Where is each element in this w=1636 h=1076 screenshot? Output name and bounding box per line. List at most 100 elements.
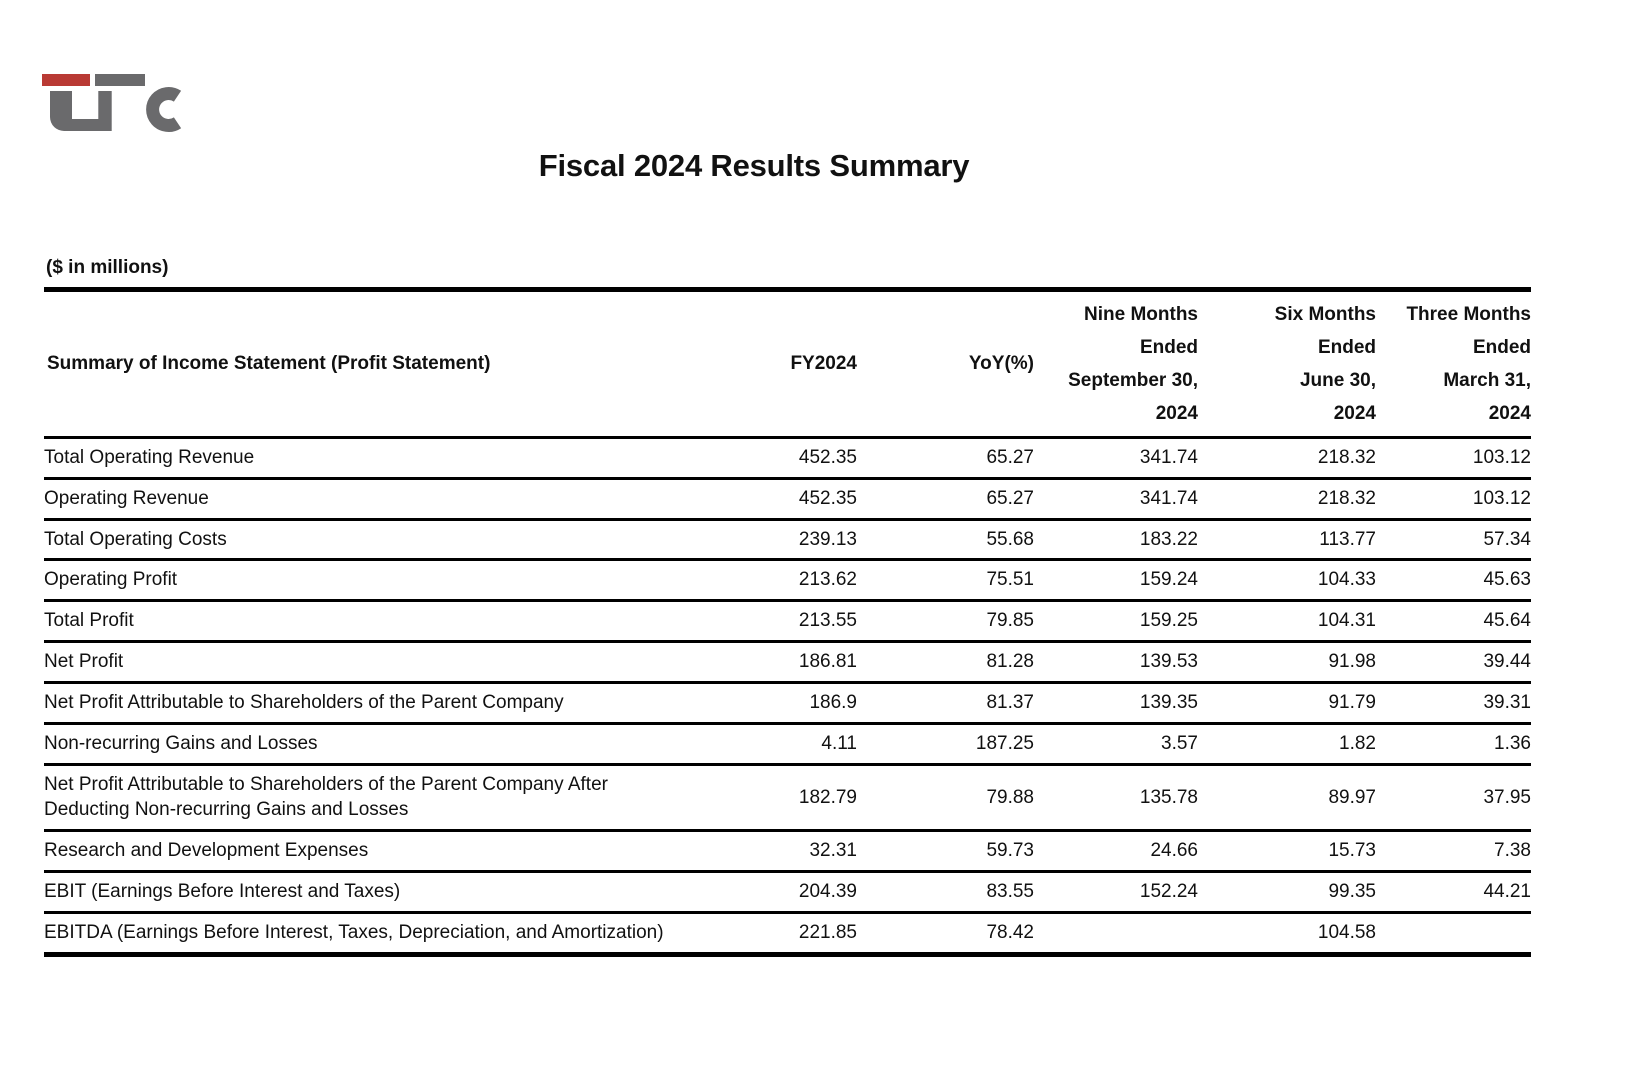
- row-label: EBIT (Earnings Before Interest and Taxes…: [44, 871, 664, 914]
- results-table-container: Summary of Income Statement (Profit Stat…: [44, 287, 1533, 957]
- table-row: Net Profit Attributable to Shareholders …: [44, 764, 1531, 833]
- table-row: Operating Revenue 452.35 65.27 341.74 218.32…: [44, 478, 1531, 521]
- row-value: 79.88: [857, 764, 1034, 833]
- row-value: 55.68: [857, 519, 1034, 562]
- table-row: Net Profit 186.81 81.28 139.53 91.98 39.44: [44, 641, 1531, 684]
- row-value: 15.73: [1198, 830, 1376, 874]
- row-value: 81.28: [857, 641, 1034, 684]
- row-value: 65.27: [857, 478, 1034, 521]
- lfc-logo-svg: [42, 74, 182, 132]
- row-value: 104.31: [1198, 600, 1376, 644]
- row-value: 452.35: [664, 437, 857, 480]
- row-value: 39.31: [1376, 682, 1531, 725]
- row-value: 37.95: [1376, 764, 1531, 833]
- row-value: 83.55: [857, 871, 1034, 914]
- row-label: Net Profit: [44, 641, 664, 684]
- row-value: 39.44: [1376, 641, 1531, 684]
- row-value: [1034, 912, 1198, 956]
- row-value: 113.77: [1198, 519, 1376, 562]
- row-value: 59.73: [857, 830, 1034, 874]
- row-label: Net Profit Attributable to Shareholders …: [44, 682, 664, 725]
- header-row: Summary of Income Statement (Profit Stat…: [44, 289, 1531, 439]
- row-value: 78.42: [857, 912, 1034, 956]
- table-row: Total Operating Revenue 452.35 65.27 341.74…: [44, 437, 1531, 480]
- row-value: 159.25: [1034, 600, 1198, 644]
- column-header-three-months: Three Months Ended March 31, 2024: [1376, 289, 1531, 439]
- row-value: 452.35: [664, 478, 857, 521]
- row-label: Total Operating Revenue: [44, 437, 664, 480]
- row-value: 1.36: [1376, 723, 1531, 766]
- row-value: 183.22: [1034, 519, 1198, 562]
- lfc-logo-icon: [42, 72, 192, 134]
- row-value: 187.25: [857, 723, 1034, 766]
- row-value: 186.81: [664, 641, 857, 684]
- row-value: 89.97: [1198, 764, 1376, 833]
- row-value: 3.57: [1034, 723, 1198, 766]
- row-value: 57.34: [1376, 519, 1531, 562]
- row-label: Total Profit: [44, 600, 664, 644]
- row-value: 213.55: [664, 600, 857, 644]
- row-value: 104.58: [1198, 912, 1376, 956]
- table-row: EBIT (Earnings Before Interest and Taxes…: [44, 871, 1531, 914]
- row-value: 45.63: [1376, 559, 1531, 603]
- row-label: Operating Revenue: [44, 478, 664, 521]
- row-value: 218.32: [1198, 437, 1376, 480]
- page-title: Fiscal 2024 Results Summary: [538, 148, 970, 183]
- row-label: Non-recurring Gains and Losses: [44, 723, 664, 766]
- column-header-nine-months: Nine Months Ended September 30, 2024: [1034, 289, 1198, 439]
- row-value: 81.37: [857, 682, 1034, 725]
- row-value: 4.11: [664, 723, 857, 766]
- row-value: 135.78: [1034, 764, 1198, 833]
- income-statement-table: Summary of Income Statement (Profit Stat…: [44, 287, 1531, 957]
- table-row: Total Operating Costs 239.13 55.68 183.22 11…: [44, 519, 1531, 562]
- row-value: 239.13: [664, 519, 857, 562]
- row-value: 91.98: [1198, 641, 1376, 684]
- row-label: Research and Development Expenses: [44, 830, 664, 874]
- row-label: Net Profit Attributable to Shareholders …: [44, 764, 664, 833]
- row-value: 341.74: [1034, 478, 1198, 521]
- row-value: 218.32: [1198, 478, 1376, 521]
- row-value: 75.51: [857, 559, 1034, 603]
- row-value: 152.24: [1034, 871, 1198, 914]
- table-row: Non-recurring Gains and Losses 4.11 187.25…: [44, 723, 1531, 766]
- row-value: 7.38: [1376, 830, 1531, 874]
- row-label: Total Operating Costs: [44, 519, 664, 562]
- row-value: 186.9: [664, 682, 857, 725]
- row-value: 44.21: [1376, 871, 1531, 914]
- column-header-summary: Summary of Income Statement (Profit Stat…: [44, 289, 664, 439]
- table-row: Total Profit 213.55 79.85 159.25 104.31 45.64: [44, 600, 1531, 644]
- table-header: Summary of Income Statement (Profit Stat…: [44, 289, 1531, 439]
- row-value: 79.85: [857, 600, 1034, 644]
- row-value: 1.82: [1198, 723, 1376, 766]
- table-row: EBITDA (Earnings Before Interest, Taxes,…: [44, 912, 1531, 956]
- row-value: 341.74: [1034, 437, 1198, 480]
- row-label: EBITDA (Earnings Before Interest, Taxes,…: [44, 912, 664, 956]
- row-value: [1376, 912, 1531, 956]
- table-row: Net Profit Attributable to Shareholders …: [44, 682, 1531, 725]
- row-value: 65.27: [857, 437, 1034, 480]
- row-value: 103.12: [1376, 478, 1531, 521]
- table-row: Research and Development Expenses 32.31 59…: [44, 830, 1531, 874]
- row-value: 139.35: [1034, 682, 1198, 725]
- row-value: 32.31: [664, 830, 857, 874]
- row-value: 159.24: [1034, 559, 1198, 603]
- column-header-yoy: YoY(%): [857, 289, 1034, 439]
- row-value: 182.79: [664, 764, 857, 833]
- column-header-six-months: Six Months Ended June 30, 2024: [1198, 289, 1376, 439]
- row-value: 104.33: [1198, 559, 1376, 603]
- row-value: 45.64: [1376, 600, 1531, 644]
- row-value: 103.12: [1376, 437, 1531, 480]
- units-note: ($ in millions): [46, 257, 169, 278]
- row-value: 213.62: [664, 559, 857, 603]
- row-value: 99.35: [1198, 871, 1376, 914]
- table-row: Operating Profit 213.62 75.51 159.24 104.33 4…: [44, 559, 1531, 603]
- table-body: Total Operating Revenue 452.35 65.27 341.74…: [44, 437, 1531, 956]
- row-value: 139.53: [1034, 641, 1198, 684]
- column-header-fy2024: FY2024: [664, 289, 857, 439]
- row-label: Operating Profit: [44, 559, 664, 603]
- row-value: 24.66: [1034, 830, 1198, 874]
- row-value: 221.85: [664, 912, 857, 956]
- row-value: 91.79: [1198, 682, 1376, 725]
- row-value: 204.39: [664, 871, 857, 914]
